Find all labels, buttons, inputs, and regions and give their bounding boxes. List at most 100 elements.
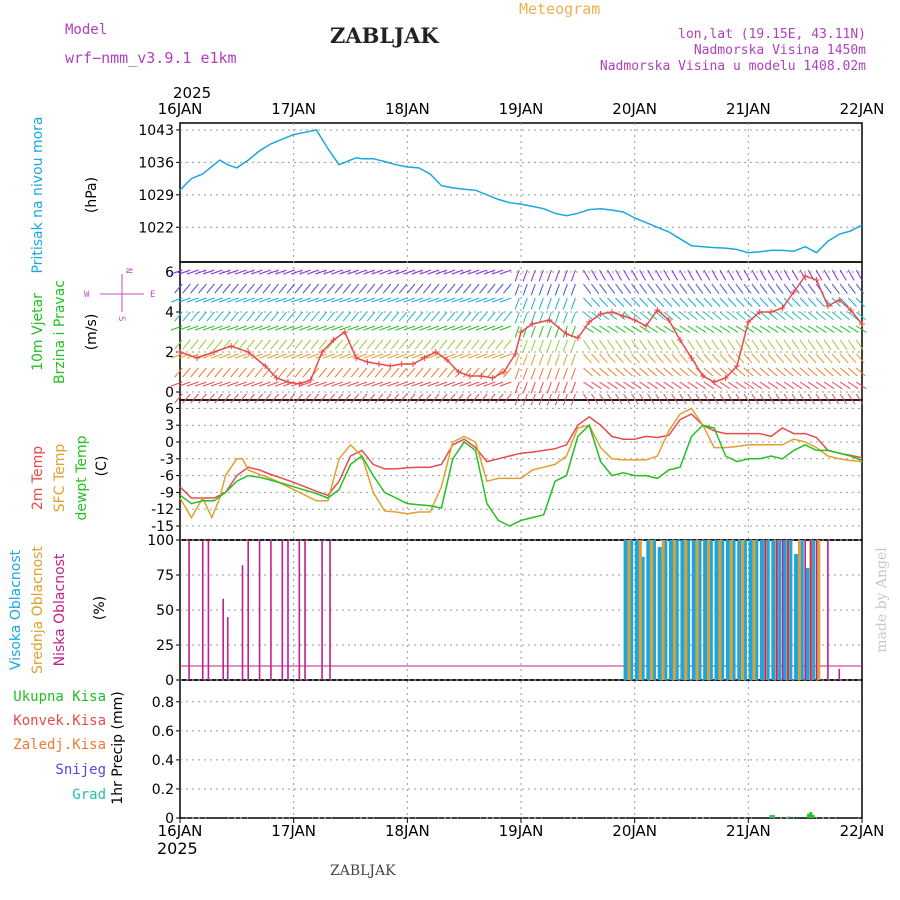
wind-arrow <box>411 269 424 275</box>
wind-arrow <box>855 339 864 351</box>
wind-arrow <box>570 353 576 366</box>
wind-arrow <box>398 283 408 294</box>
wind-arrow <box>278 339 287 350</box>
y-tick-label: 0.6 <box>152 724 174 740</box>
wind-speed-point <box>586 319 593 325</box>
wind-arrow <box>562 381 568 394</box>
legend-frozen: Zaledj.Kisa <box>13 737 106 753</box>
wind-arrow <box>775 283 784 294</box>
wind-arrow <box>491 269 504 275</box>
wind-arrow <box>783 283 792 294</box>
wind-speed-point <box>654 307 661 313</box>
wind-arrow <box>751 269 759 281</box>
wind-arrow <box>751 353 761 364</box>
wind-arrow <box>286 339 295 350</box>
top-day-label: 19JAN <box>499 100 544 118</box>
wind-arrow <box>647 381 658 390</box>
wind-arrow <box>495 393 504 404</box>
wind-arrow <box>430 367 440 378</box>
wind-arrow <box>735 297 745 307</box>
wind-arrow <box>687 325 699 333</box>
wind-arrow <box>530 311 536 324</box>
wind-arrow <box>374 367 384 378</box>
wind-arrow <box>530 353 536 366</box>
wind-arrow <box>583 283 592 294</box>
wind-arrow <box>190 311 199 322</box>
wind-arrow <box>719 297 729 307</box>
wind-arrow <box>671 339 680 351</box>
wind-arrow <box>783 339 792 351</box>
wind-arrow <box>570 269 576 282</box>
wind-speed-point <box>296 381 303 387</box>
wind-arrow <box>631 339 639 351</box>
wind-arrow <box>538 381 544 394</box>
wind-arrow <box>546 269 552 282</box>
wind-arrow <box>522 269 528 282</box>
wind-arrow <box>286 367 295 378</box>
wind-arrow <box>562 339 568 352</box>
wind-arrow <box>214 339 223 350</box>
wind-arrow <box>607 367 617 377</box>
wind-arrow <box>422 367 432 378</box>
wind-arrow <box>178 325 191 331</box>
wind-arrow <box>267 353 279 359</box>
y-tick-label: 6 <box>165 265 174 281</box>
wind-arrow <box>227 353 239 359</box>
wind-arrow <box>198 283 207 294</box>
wind-arrow <box>855 381 867 390</box>
wind-arrow <box>807 381 819 390</box>
wind-arrow <box>791 339 800 351</box>
legend-total: Ukupna Kisa <box>13 689 106 705</box>
bottom-year-label: 2025 <box>157 839 198 858</box>
mid-cloud-bar <box>741 540 745 680</box>
wind-speed-point <box>500 369 507 375</box>
wind-arrow <box>503 339 512 350</box>
high-cloud-bar <box>651 540 656 680</box>
pressure-ylabel: Pritisak na nivou mora <box>30 116 46 273</box>
wind-arrow <box>530 297 536 310</box>
wind-arrow <box>671 269 679 281</box>
wind-arrow <box>387 269 400 275</box>
wind-arrow <box>847 311 858 320</box>
wind-arrow <box>855 283 864 294</box>
wind-arrow <box>334 283 344 294</box>
wind-arrow <box>291 353 303 359</box>
wind-arrow <box>599 393 607 405</box>
wind-arrow <box>751 381 763 390</box>
wind-arrow <box>455 339 464 350</box>
compass-e: E <box>150 290 155 300</box>
y-tick-label: 1029 <box>138 188 174 204</box>
wind-arrow <box>839 269 847 281</box>
wind-arrow <box>451 381 464 387</box>
wind-arrow <box>607 353 616 364</box>
wind-arrow <box>210 381 223 387</box>
wind-arrow <box>302 367 312 378</box>
wind-arrow <box>751 325 763 333</box>
wind-arrow <box>839 367 850 377</box>
wind-arrow <box>591 325 602 333</box>
wind-arrow <box>647 393 655 405</box>
wind-arrow <box>419 381 432 387</box>
y-tick-label: -6 <box>160 469 174 485</box>
wind-arrow <box>278 367 287 378</box>
wind-arrow <box>703 297 713 307</box>
wind-arrow <box>647 339 655 351</box>
wind-arrow <box>743 283 752 294</box>
wind-arrow <box>546 353 552 366</box>
wind-arrow <box>495 311 504 322</box>
wind-arrow <box>214 393 223 404</box>
wind-arrow <box>703 381 715 390</box>
wind-arrow <box>727 381 739 390</box>
wind-arrow <box>847 393 856 405</box>
wind-arrow <box>839 283 848 294</box>
wind-arrow <box>767 339 776 351</box>
wind-arrow <box>398 311 408 322</box>
wind-arrow <box>554 353 560 366</box>
wind-speed-point <box>478 373 485 379</box>
wind-arrow <box>210 297 223 303</box>
wind-arrow <box>235 325 247 331</box>
wind-arrow <box>623 325 634 333</box>
dewpt-ylabel: dewpt Temp <box>74 435 90 520</box>
wind-arrow <box>178 381 191 387</box>
high-cloud-bar <box>686 540 691 680</box>
